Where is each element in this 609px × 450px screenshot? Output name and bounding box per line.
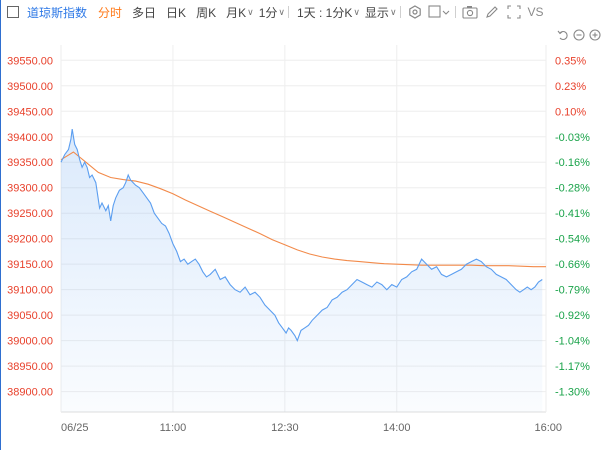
pencil-icon[interactable] [481,2,503,22]
toolbar-divider [454,6,456,18]
zoom-in-icon[interactable] [588,28,601,41]
pct-tick-label: 0.23% [555,81,586,93]
y-tick-label: 39550.00 [7,55,53,67]
tab-weekly-k[interactable]: 周K [196,5,217,20]
x-tick-label: 16:00 [534,422,562,434]
pct-tick-label: -1.04% [555,336,590,348]
expand-icon[interactable] [503,2,525,22]
y-tick-label: 39450.00 [7,106,53,118]
window-border [0,0,1,450]
pct-tick-label: -0.03% [555,132,590,144]
display-select[interactable]: 显示 [364,5,389,20]
monthly-chevron-down-icon[interactable]: ∨ [247,6,254,17]
interval-chevron-down-icon[interactable]: ∨ [278,6,285,17]
reset-icon[interactable] [556,28,569,41]
pct-tick-label: -0.28% [555,183,590,195]
toolbar-divider [287,6,289,18]
x-tick-label: 11:00 [160,422,187,434]
pct-tick-label: -0.41% [555,208,590,220]
x-tick-label: 14:00 [383,422,411,434]
pct-tick-label: -0.16% [555,157,590,169]
chart-toolbar: 道琼斯指数 分时 多日 日K 周K 月K ∨ 1分 ∨ 1天 : 1分K ∨ 显… [0,0,609,24]
price-area [61,129,543,412]
fullscreen-toggle-icon[interactable] [7,6,19,18]
tab-monthly-k[interactable]: 月K [226,5,247,20]
y-tick-label: 39300.00 [7,183,53,195]
y-tick-label: 39350.00 [7,157,53,169]
pct-tick-label: 0.10% [555,106,586,118]
compare-vs-button[interactable]: VS [527,5,544,19]
y-tick-label: 39100.00 [7,285,53,297]
y-tick-label: 39150.00 [7,259,53,271]
y-tick-label: 38950.00 [7,361,53,373]
toolbar-divider [399,6,401,18]
y-tick-label: 39250.00 [7,208,53,220]
interval-select[interactable]: 1分 [258,5,278,20]
y-tick-label: 38900.00 [7,387,53,399]
camera-icon[interactable] [459,2,481,22]
y-tick-label: 39500.00 [7,81,53,93]
zoom-out-icon[interactable] [572,28,585,41]
tab-multi-day[interactable]: 多日 [132,5,157,20]
y-tick-label: 39050.00 [7,310,53,322]
x-tick-label: 12:30 [271,422,299,434]
y-tick-label: 39000.00 [7,336,53,348]
pct-tick-label: 0.35% [555,55,586,67]
zoom-controls [556,28,601,41]
span-select[interactable]: 1天 : 1分K [296,5,353,20]
pct-tick-label: -1.30% [555,387,590,399]
x-tick-label: 06/25 [61,422,89,434]
settings-gear-icon[interactable] [404,2,426,22]
index-name[interactable]: 道琼斯指数 [27,5,88,20]
y-tick-label: 39400.00 [7,132,53,144]
pct-tick-label: -0.66% [555,259,590,271]
pct-tick-label: -1.17% [555,361,590,373]
display-chevron-down-icon[interactable]: ∨ [389,6,397,17]
span-chevron-down-icon[interactable]: ∨ [353,6,360,17]
y-tick-label: 39200.00 [7,234,53,246]
pct-tick-label: -0.79% [555,285,590,297]
tab-intraday[interactable]: 分时 [98,5,123,20]
overlay-toggle-icon[interactable] [426,2,452,22]
tab-daily-k[interactable]: 日K [166,5,187,20]
price-line [60,129,543,343]
pct-tick-label: -0.92% [555,310,590,322]
pct-tick-label: -0.54% [555,234,590,246]
